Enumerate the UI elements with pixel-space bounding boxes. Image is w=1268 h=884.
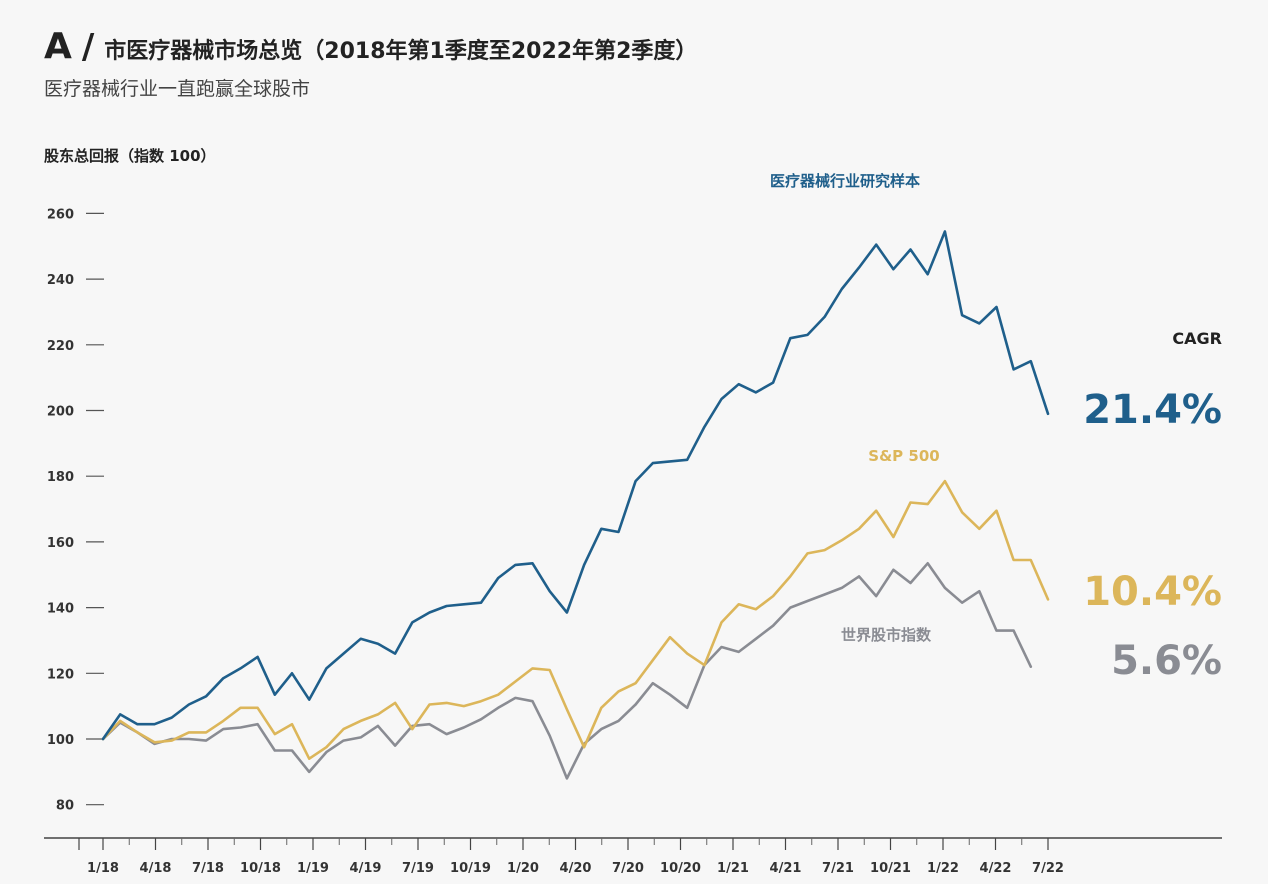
x-tick-label: 7/18 <box>192 861 224 876</box>
series-line <box>101 230 1050 741</box>
panel-letter: A <box>44 26 72 67</box>
cagr-header: CAGR <box>1172 329 1222 348</box>
x-tick-label: 1/21 <box>717 861 749 876</box>
x-tick-label: 7/21 <box>822 861 854 876</box>
y-tick-label: 260 <box>47 207 74 222</box>
chart-title: A / 市医疗器械市场总览（2018年第1季度至2022年第2季度） <box>44 26 697 67</box>
y-tick-label: 100 <box>47 733 74 748</box>
x-tick-label: 4/18 <box>140 861 172 876</box>
x-tick-label: 1/18 <box>87 861 119 876</box>
x-tick-label: 10/18 <box>240 861 281 876</box>
y-axis-label: 股东总回报（指数 100） <box>44 147 216 165</box>
x-tick-label: 4/22 <box>980 861 1012 876</box>
x-tick-label: 10/21 <box>870 861 911 876</box>
x-tick-label: 1/20 <box>507 861 539 876</box>
series-label: 世界股市指数 <box>841 626 932 644</box>
x-tick-label: 7/19 <box>402 861 434 876</box>
x-tick-label: 1/22 <box>927 861 959 876</box>
y-tick-label: 180 <box>47 470 74 485</box>
y-tick-label: 120 <box>47 667 74 682</box>
series-label: S&P 500 <box>868 447 939 465</box>
cagr-value: 21.4% <box>1083 387 1222 433</box>
x-tick-label: 7/22 <box>1032 861 1064 876</box>
cagr-value: 5.6% <box>1111 638 1222 684</box>
series-line <box>101 479 1050 761</box>
y-tick-label: 220 <box>47 339 74 354</box>
y-tick-label: 160 <box>47 536 74 551</box>
cagr-value: 10.4% <box>1083 569 1222 615</box>
x-tick-label: 4/20 <box>560 861 592 876</box>
x-tick-label: 4/19 <box>350 861 382 876</box>
x-tick-label: 4/21 <box>770 861 802 876</box>
series-line <box>101 561 1033 780</box>
y-tick-label: 200 <box>47 405 74 420</box>
y-tick-label: 140 <box>47 602 74 617</box>
series-label: 医疗器械行业研究样本 <box>770 172 920 190</box>
chart-subtitle: 医疗器械行业一直跑赢全球股市 <box>44 78 311 100</box>
x-tick-label: 10/20 <box>660 861 701 876</box>
title-text: 市医疗器械市场总览（2018年第1季度至2022年第2季度） <box>104 39 698 64</box>
y-tick-label: 240 <box>47 273 74 288</box>
x-tick-label: 10/19 <box>450 861 491 876</box>
x-tick-label: 1/19 <box>297 861 329 876</box>
x-tick-label: 7/20 <box>612 861 644 876</box>
panel-slash: / <box>81 27 95 67</box>
y-tick-label: 80 <box>56 799 74 814</box>
